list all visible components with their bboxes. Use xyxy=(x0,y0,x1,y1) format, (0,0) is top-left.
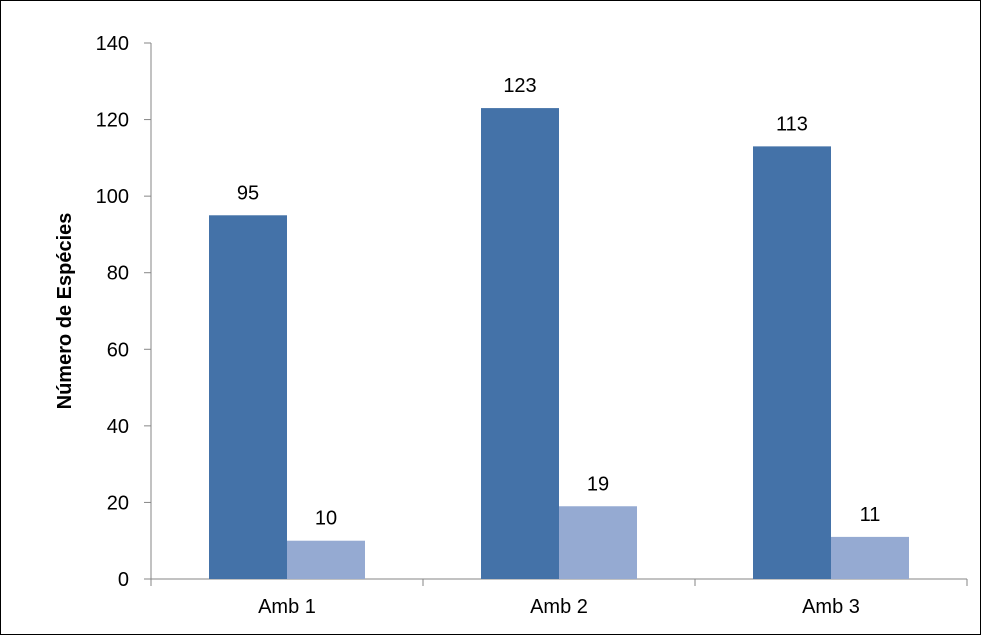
y-tick-label: 100 xyxy=(96,186,129,208)
data-label: 19 xyxy=(587,473,609,495)
y-tick-label: 120 xyxy=(96,110,129,132)
bars xyxy=(209,108,909,580)
y-tick-label: 20 xyxy=(107,492,129,514)
y-tick-label: 0 xyxy=(118,569,129,591)
bar-series1 xyxy=(209,215,287,580)
data-label: 113 xyxy=(776,113,808,135)
bar-series2 xyxy=(559,506,637,579)
x-tick-label: Amb 3 xyxy=(802,596,860,618)
data-label: 10 xyxy=(315,508,337,530)
data-label: 123 xyxy=(503,75,536,97)
y-axis: 0 20 40 60 80 100 120 140 xyxy=(96,33,152,591)
bar-series1 xyxy=(753,146,831,579)
y-tick-label: 80 xyxy=(107,263,129,285)
data-label: 11 xyxy=(860,504,881,526)
x-tick-label: Amb 2 xyxy=(530,596,588,618)
data-label: 95 xyxy=(237,182,259,204)
y-tick-label: 140 xyxy=(96,33,129,55)
data-labels: 95 10 123 19 113 11 xyxy=(237,75,881,530)
y-axis-title: Número de Espécies xyxy=(54,213,76,410)
bar-series2 xyxy=(831,536,909,579)
bar-series1 xyxy=(481,108,559,579)
bar-series2 xyxy=(287,540,365,579)
x-axis: Amb 1 Amb 2 Amb 3 xyxy=(150,578,968,618)
y-tick-label: 40 xyxy=(107,416,129,438)
x-tick-label: Amb 1 xyxy=(258,596,316,618)
y-tick-label: 60 xyxy=(107,339,129,361)
